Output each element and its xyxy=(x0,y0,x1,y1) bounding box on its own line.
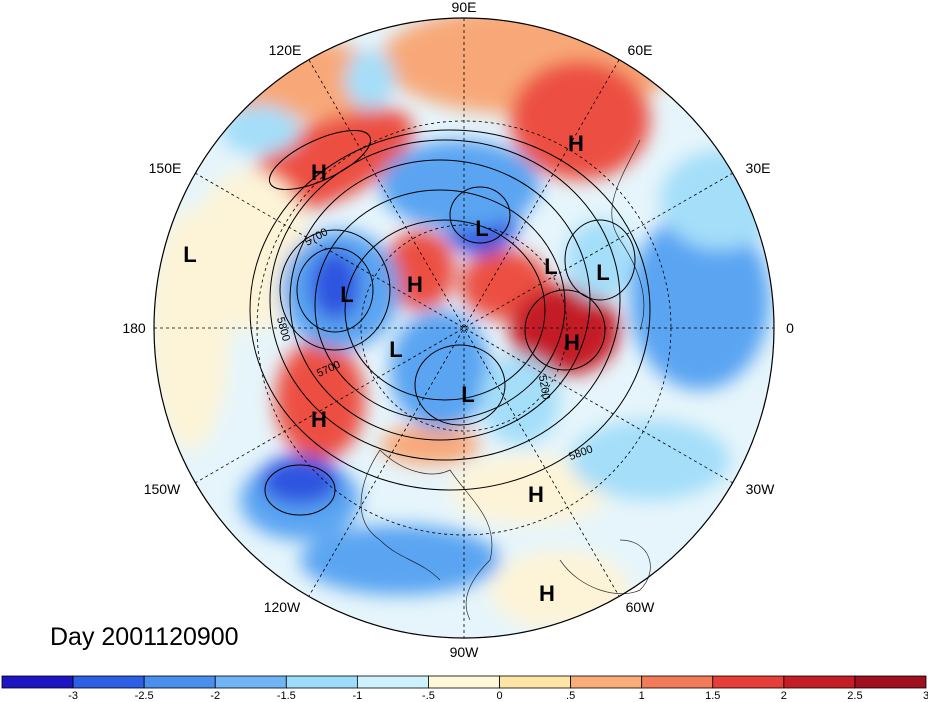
colorbar-swatch xyxy=(641,675,714,689)
low-pressure-marker: L xyxy=(461,382,474,407)
colorbar-label: -1.5 xyxy=(277,690,296,702)
lon-label-60w: 60W xyxy=(626,599,656,615)
colorbar-swatch xyxy=(783,675,856,689)
colorbar-swatch xyxy=(143,675,216,689)
date-title: Day 2001120900 xyxy=(50,623,239,651)
colorbar-swatch xyxy=(356,675,429,689)
colorbar-label: 0 xyxy=(496,690,502,702)
coastlines xyxy=(360,139,651,621)
colorbar-label: -.5 xyxy=(422,690,435,702)
low-pressure-marker: L xyxy=(596,260,609,285)
colorbar-swatch xyxy=(428,675,500,689)
colorbar-label: -3 xyxy=(68,690,78,702)
colorbar-label: 1 xyxy=(639,690,645,702)
high-pressure-marker: H xyxy=(311,407,327,432)
colorbar-swatch xyxy=(1,675,74,689)
lon-label-120e: 120E xyxy=(269,42,302,58)
lon-label-90w: 90W xyxy=(450,644,480,660)
low-pressure-marker: L xyxy=(475,216,488,241)
low-pressure-marker: L xyxy=(544,254,557,279)
colorbar-label: .5 xyxy=(566,690,575,702)
low-pressure-marker: L xyxy=(389,337,402,362)
lon-label-120w: 120W xyxy=(264,599,301,615)
contour-label: 5200 xyxy=(536,374,552,400)
low-pressure-marker: L xyxy=(183,242,196,267)
colorbar-label: -1 xyxy=(352,690,362,702)
lon-label-150w: 150W xyxy=(144,481,181,497)
colorbar: -3 -2.5 -2 -1.5 -1 -.5 0 .5 1 1.5 2 2.5 3 xyxy=(1,675,928,702)
lon-label-0: 0 xyxy=(786,320,794,336)
lon-label-30e: 30E xyxy=(746,160,771,176)
high-pressure-marker: H xyxy=(407,272,423,297)
high-pressure-marker: H xyxy=(564,330,580,355)
colorbar-swatch xyxy=(712,675,785,689)
high-pressure-marker: H xyxy=(568,131,584,156)
colorbar-swatch xyxy=(72,675,145,689)
colorbar-label: -2.5 xyxy=(135,690,154,702)
colorbar-label: 3 xyxy=(923,690,928,702)
colorbar-swatch xyxy=(854,675,927,689)
colorbar-label: 1.5 xyxy=(705,690,720,702)
colorbar-swatch xyxy=(214,675,287,689)
high-pressure-marker: H xyxy=(528,482,544,507)
colorbar-swatch xyxy=(570,675,643,689)
high-pressure-marker: H xyxy=(539,581,555,606)
anomaly-field xyxy=(154,18,774,638)
graticule xyxy=(154,18,774,638)
colorbar-label: -2 xyxy=(210,690,220,702)
lon-label-150e: 150E xyxy=(149,160,182,176)
high-pressure-marker: H xyxy=(311,160,327,185)
lon-label-90e: 90E xyxy=(452,0,477,15)
colorbar-label: 2 xyxy=(781,690,787,702)
colorbar-swatch xyxy=(499,675,572,689)
colorbar-swatch xyxy=(285,675,358,689)
lon-label-180: 180 xyxy=(122,320,146,336)
colorbar-label: 2.5 xyxy=(847,690,862,702)
low-pressure-marker: L xyxy=(340,282,353,307)
lon-label-30w: 30W xyxy=(746,481,776,497)
lon-label-60e: 60E xyxy=(628,42,653,58)
map-boundary xyxy=(153,17,775,639)
height-contours xyxy=(249,129,651,516)
